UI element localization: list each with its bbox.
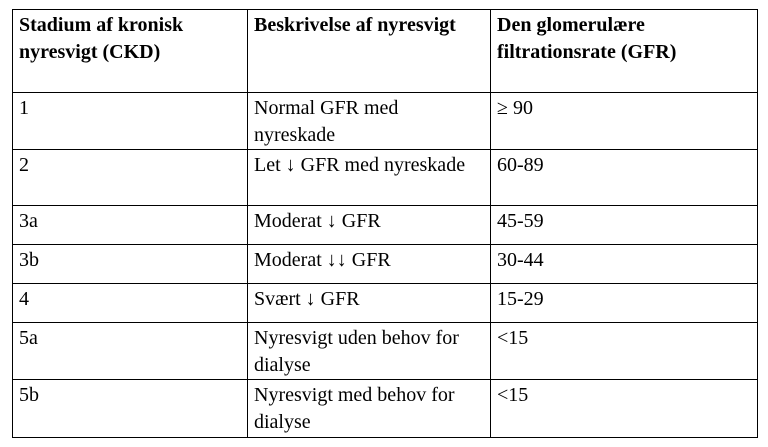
cell-gfr: 15-29 xyxy=(490,283,758,323)
cell-gfr: ≥ 90 xyxy=(490,92,758,150)
ckd-stages-table: Stadium af kronisk nyresvigt (CKD) Beskr… xyxy=(12,9,758,438)
cell-gfr: <15 xyxy=(490,379,758,438)
table-row: 2 Let ↓ GFR med nyreskade 60-89 xyxy=(12,149,758,206)
header-description: Beskrivelse af nyresvigt xyxy=(247,9,491,93)
cell-stage: 3b xyxy=(12,244,248,284)
header-stage: Stadium af kronisk nyresvigt (CKD) xyxy=(12,9,248,93)
table-row: 4 Svært ↓ GFR 15-29 xyxy=(12,283,758,323)
cell-description: Nyresvigt uden behov for dialyse xyxy=(247,322,491,380)
cell-description: Svært ↓ GFR xyxy=(247,283,491,323)
cell-stage: 1 xyxy=(12,92,248,150)
table-row: 1 Normal GFR med nyreskade ≥ 90 xyxy=(12,92,758,150)
cell-gfr: <15 xyxy=(490,322,758,380)
cell-stage: 2 xyxy=(12,149,248,206)
cell-gfr: 60-89 xyxy=(490,149,758,206)
cell-stage: 5b xyxy=(12,379,248,438)
header-gfr: Den glomerulære filtrationsrate (GFR) xyxy=(490,9,758,93)
cell-description: Moderat ↓↓ GFR xyxy=(247,244,491,284)
table-row: 3b Moderat ↓↓ GFR 30-44 xyxy=(12,244,758,284)
table-header-row: Stadium af kronisk nyresvigt (CKD) Beskr… xyxy=(12,9,758,93)
cell-gfr: 45-59 xyxy=(490,205,758,245)
cell-stage: 4 xyxy=(12,283,248,323)
cell-gfr: 30-44 xyxy=(490,244,758,284)
cell-description: Let ↓ GFR med nyreskade xyxy=(247,149,491,206)
table-row: 3a Moderat ↓ GFR 45-59 xyxy=(12,205,758,245)
cell-description: Nyresvigt med behov for dialyse xyxy=(247,379,491,438)
cell-description: Moderat ↓ GFR xyxy=(247,205,491,245)
table-row: 5a Nyresvigt uden behov for dialyse <15 xyxy=(12,322,758,380)
cell-stage: 5a xyxy=(12,322,248,380)
cell-stage: 3a xyxy=(12,205,248,245)
table-row: 5b Nyresvigt med behov for dialyse <15 xyxy=(12,379,758,438)
cell-description: Normal GFR med nyreskade xyxy=(247,92,491,150)
